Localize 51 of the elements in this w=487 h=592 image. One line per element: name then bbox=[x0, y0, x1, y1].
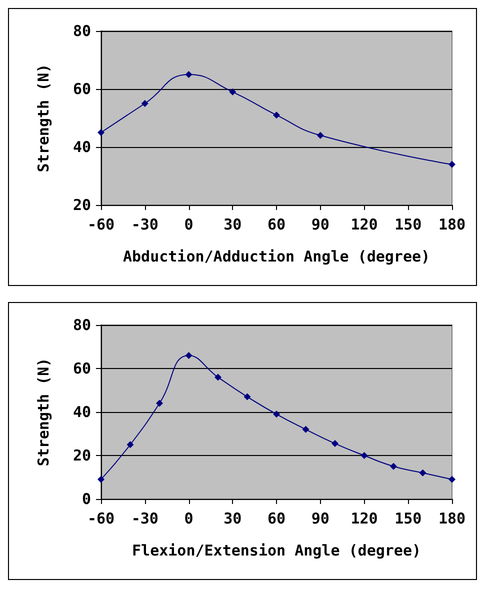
y-tick-label: 0 bbox=[82, 490, 91, 508]
y-axis-title: Strength (N) bbox=[34, 64, 52, 172]
point bbox=[390, 462, 397, 470]
x-tick-label: 60 bbox=[267, 510, 286, 528]
x-tick-label: 180 bbox=[438, 510, 466, 528]
point bbox=[185, 71, 192, 78]
point bbox=[98, 129, 104, 136]
x-tick-label: 90 bbox=[311, 216, 330, 234]
y-tick-label: 60 bbox=[72, 80, 91, 98]
x-tick-label: -60 bbox=[87, 510, 115, 528]
point bbox=[185, 352, 192, 359]
x-tick-label: 120 bbox=[350, 510, 378, 528]
x-tick-label: -30 bbox=[131, 510, 158, 528]
y-tick-label: 80 bbox=[72, 22, 91, 40]
y-tick-label: 60 bbox=[72, 360, 91, 378]
x-tick-label: 120 bbox=[350, 216, 378, 234]
x-tick-label: 0 bbox=[184, 216, 194, 234]
x-tick-label: 90 bbox=[311, 510, 330, 528]
x-tick-label: -60 bbox=[87, 216, 115, 234]
x-tick-label: 30 bbox=[224, 216, 242, 234]
point bbox=[98, 476, 104, 483]
point bbox=[316, 132, 324, 139]
point bbox=[332, 440, 338, 448]
x-tick-label: 0 bbox=[184, 510, 194, 528]
point bbox=[273, 410, 280, 418]
y-tick-label: 20 bbox=[72, 196, 91, 214]
x-tick-label: 180 bbox=[438, 216, 466, 234]
y-tick-label: 20 bbox=[72, 446, 91, 464]
point bbox=[273, 112, 280, 119]
x-tick-label: -30 bbox=[131, 216, 158, 234]
point bbox=[360, 452, 368, 459]
point bbox=[302, 426, 310, 433]
x-axis-title: Abduction/Adduction Angle (degree) bbox=[122, 248, 430, 266]
point bbox=[448, 476, 456, 483]
point bbox=[419, 469, 426, 476]
x-tick-label: 30 bbox=[224, 510, 242, 528]
x-tick-label: 60 bbox=[267, 216, 286, 234]
y-tick-label: 40 bbox=[72, 403, 91, 421]
y-axis-title: Strength (N) bbox=[34, 358, 52, 466]
point bbox=[126, 441, 134, 448]
x-axis-title: Flexion/Extension Angle (degree) bbox=[132, 542, 421, 560]
point bbox=[141, 100, 148, 107]
point bbox=[244, 393, 251, 400]
point bbox=[214, 374, 222, 381]
x-tick-label: 150 bbox=[394, 216, 422, 234]
x-tick-label: 150 bbox=[394, 510, 422, 528]
point bbox=[156, 400, 163, 407]
y-tick-label: 40 bbox=[72, 138, 91, 156]
y-tick-label: 80 bbox=[72, 316, 91, 334]
point bbox=[448, 160, 456, 168]
point bbox=[229, 88, 236, 96]
